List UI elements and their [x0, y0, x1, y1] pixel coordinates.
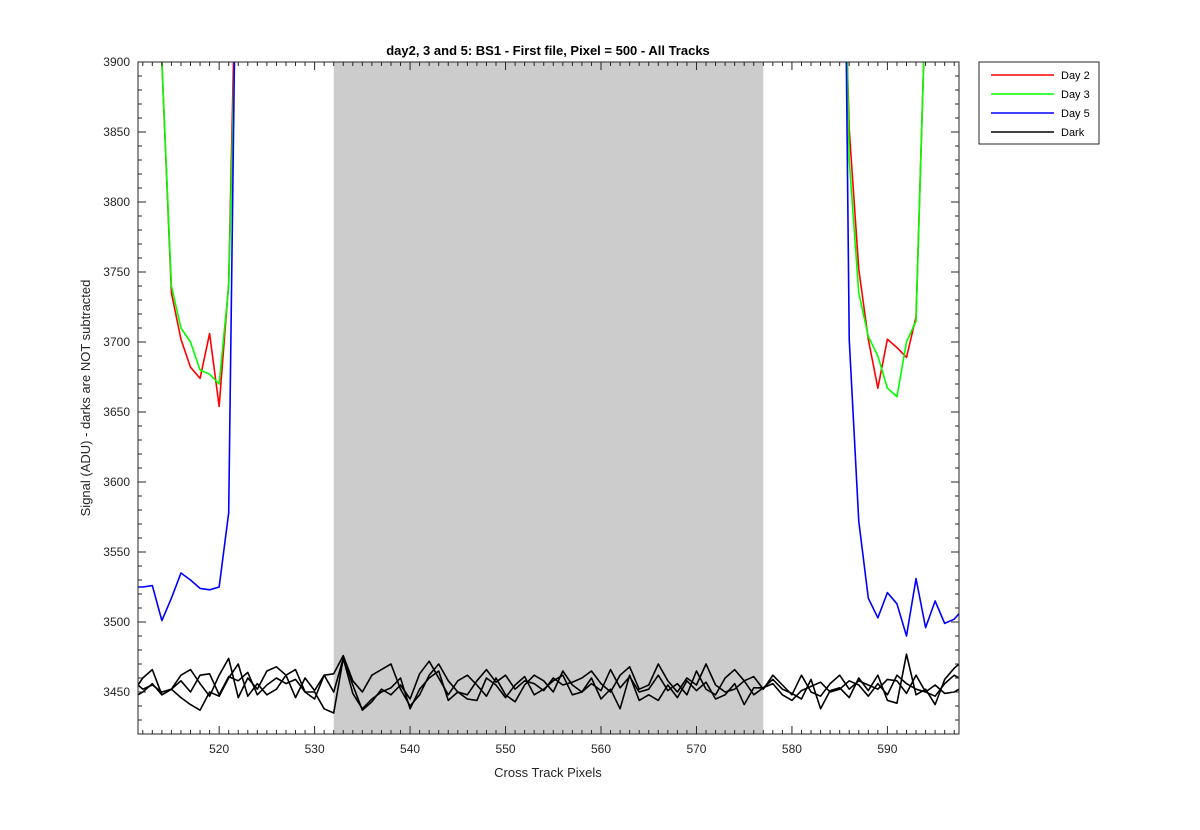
x-tick-label: 570 — [686, 742, 706, 756]
y-tick-label: 3550 — [103, 545, 130, 559]
y-axis-label: Signal (ADU) - darks are NOT subtracted — [78, 280, 93, 517]
y-tick-label: 3850 — [103, 125, 130, 139]
shaded-region — [333, 62, 764, 734]
y-tick-label: 3500 — [103, 615, 130, 629]
y-tick-label: 3750 — [103, 265, 130, 279]
x-tick-label: 560 — [591, 742, 611, 756]
series-lines — [138, 62, 959, 714]
y-tick-label: 3650 — [103, 405, 130, 419]
legend-label-day-2: Day 2 — [1061, 70, 1090, 82]
legend-label-day-5: Day 5 — [1061, 108, 1090, 120]
series-line-day-5-1 — [138, 62, 236, 622]
plot-area: 520 530 540 550 560 570 580 590 3450 3500 3550 3600… — [103, 55, 960, 756]
y-tick-label: 3700 — [103, 335, 130, 349]
series-line-day-5-2 — [845, 62, 959, 637]
legend: Day 2 Day 3 Day 5 Dark — [978, 61, 1100, 145]
x-axis-label: Cross Track Pixels — [494, 765, 602, 780]
x-tick-label: 590 — [877, 742, 897, 756]
x-tick-label: 550 — [496, 742, 516, 756]
series-line-day-3-2 — [846, 62, 925, 398]
ticks: 520 530 540 550 560 570 580 590 3450 3500 3550 3600… — [103, 55, 959, 756]
x-tick-label: 520 — [209, 742, 229, 756]
series-line-dark-3 — [138, 653, 959, 714]
series-line-day-2-2 — [846, 62, 925, 390]
x-tick-label: 580 — [782, 742, 802, 756]
x-tick-label: 540 — [400, 742, 420, 756]
chart-title: day2, 3 and 5: BS1 - First file, Pixel =… — [386, 43, 710, 58]
legend-label-dark: Dark — [1061, 127, 1085, 139]
y-tick-label: 3900 — [103, 55, 130, 69]
y-tick-label: 3800 — [103, 195, 130, 209]
legend-label-day-3: Day 3 — [1061, 89, 1090, 101]
series-line-dark-2 — [138, 657, 959, 712]
series-line-day-3-1 — [161, 62, 236, 385]
y-tick-label: 3450 — [103, 685, 130, 699]
y-tick-label: 3600 — [103, 475, 130, 489]
x-tick-label: 530 — [305, 742, 325, 756]
